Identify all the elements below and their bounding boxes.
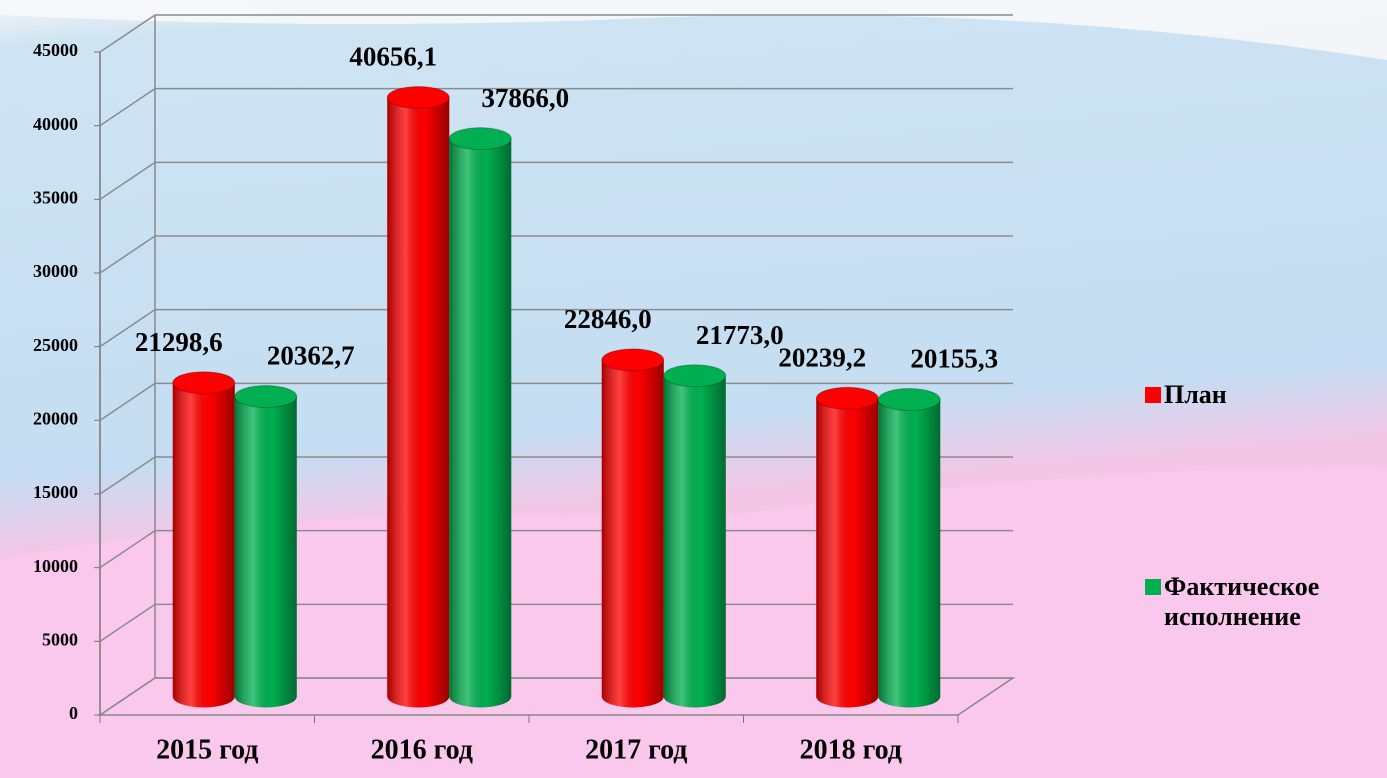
bar-shade — [878, 399, 941, 708]
legend-label: Фактическое исполнение — [1164, 572, 1320, 631]
grid-line — [99, 529, 1013, 569]
y-tick-label: 20000 — [33, 408, 78, 428]
value-label: 40656,1 — [349, 42, 437, 72]
bar-top — [448, 127, 512, 151]
grid-line — [99, 161, 1013, 200]
value-label: 20362,7 — [267, 341, 355, 371]
x-tick-label: 2016 год — [371, 734, 473, 765]
legend-label: План — [1164, 380, 1227, 409]
value-label: 21298,6 — [135, 327, 223, 357]
value-label: 21773,0 — [696, 320, 784, 350]
grid-line — [99, 456, 1013, 495]
bar-shade — [601, 359, 664, 708]
bar-shade — [172, 382, 235, 708]
grid-line — [99, 235, 1013, 274]
bar-top — [877, 388, 941, 412]
bar-top — [234, 384, 298, 408]
bar-top — [386, 86, 450, 110]
x-tick-label: 2015 год — [156, 734, 258, 765]
bar-top — [172, 371, 236, 395]
x-tick-label: 2018 год — [800, 734, 902, 765]
grid-line — [99, 308, 1013, 348]
legend-swatch — [1145, 387, 1161, 403]
y-tick-label: 5000 — [42, 629, 78, 649]
y-tick-label: 25000 — [33, 335, 78, 355]
bar-shade — [234, 396, 297, 708]
bar-top — [815, 386, 879, 410]
legend-swatch — [1145, 579, 1161, 595]
value-label: 37866,0 — [481, 83, 569, 113]
bar-shade — [663, 375, 726, 708]
bar-top — [601, 348, 665, 372]
y-tick-label: 45000 — [33, 40, 78, 60]
grid-line — [99, 382, 1013, 421]
grid-line — [99, 14, 1013, 53]
y-tick-label: 15000 — [33, 482, 78, 502]
bar-shade — [816, 398, 879, 708]
y-tick-label: 10000 — [33, 556, 78, 576]
y-tick-label: 40000 — [33, 114, 78, 134]
grid-line — [99, 677, 1013, 716]
value-label: 20239,2 — [778, 343, 866, 373]
grid-line — [99, 87, 1013, 127]
bar-top — [663, 364, 727, 388]
y-tick-label: 0 — [69, 703, 78, 723]
value-label: 22846,0 — [564, 304, 652, 334]
bar-shade — [387, 97, 450, 708]
grid-line — [99, 603, 1013, 642]
value-label: 20155,3 — [910, 344, 998, 374]
x-tick-label: 2017 год — [585, 734, 687, 765]
y-tick-label: 35000 — [33, 187, 78, 207]
y-tick-label: 30000 — [33, 261, 78, 281]
bar-shade — [449, 138, 512, 708]
